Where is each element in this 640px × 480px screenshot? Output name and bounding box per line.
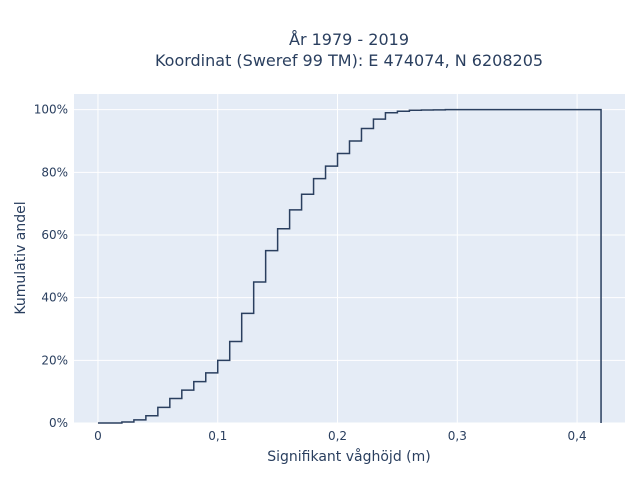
series-line-0: [97, 108, 602, 424]
x-grid: [97, 94, 578, 423]
y-tick-label: 60%: [41, 228, 68, 242]
chart-title-line-1: År 1979 - 2019: [289, 30, 409, 49]
chart-title-line-2: Koordinat (Sweref 99 TM): E 474074, N 62…: [155, 51, 543, 70]
x-tick-label: 0,2: [328, 429, 347, 443]
y-tick-label: 40%: [41, 291, 68, 305]
y-tick-label: 20%: [41, 353, 68, 367]
x-tick-label: 0,1: [208, 429, 227, 443]
series-layer: [97, 108, 602, 424]
y-axis-label: Kumulativ andel: [13, 201, 29, 314]
y-tick-labels: 0% 20% 40% 60% 80% 100%: [34, 103, 68, 430]
x-tick-labels: 0 0,1 0,2 0,3 0,4: [94, 429, 586, 443]
y-tick-label: 100%: [34, 103, 68, 117]
y-tick-label: 0%: [49, 416, 68, 430]
x-tick-label: 0,4: [568, 429, 587, 443]
y-tick-label: 80%: [41, 165, 68, 179]
x-axis-label: Signifikant våghöjd (m): [267, 448, 430, 465]
x-tick-label: 0,3: [448, 429, 467, 443]
x-tick-label: 0: [94, 429, 102, 443]
